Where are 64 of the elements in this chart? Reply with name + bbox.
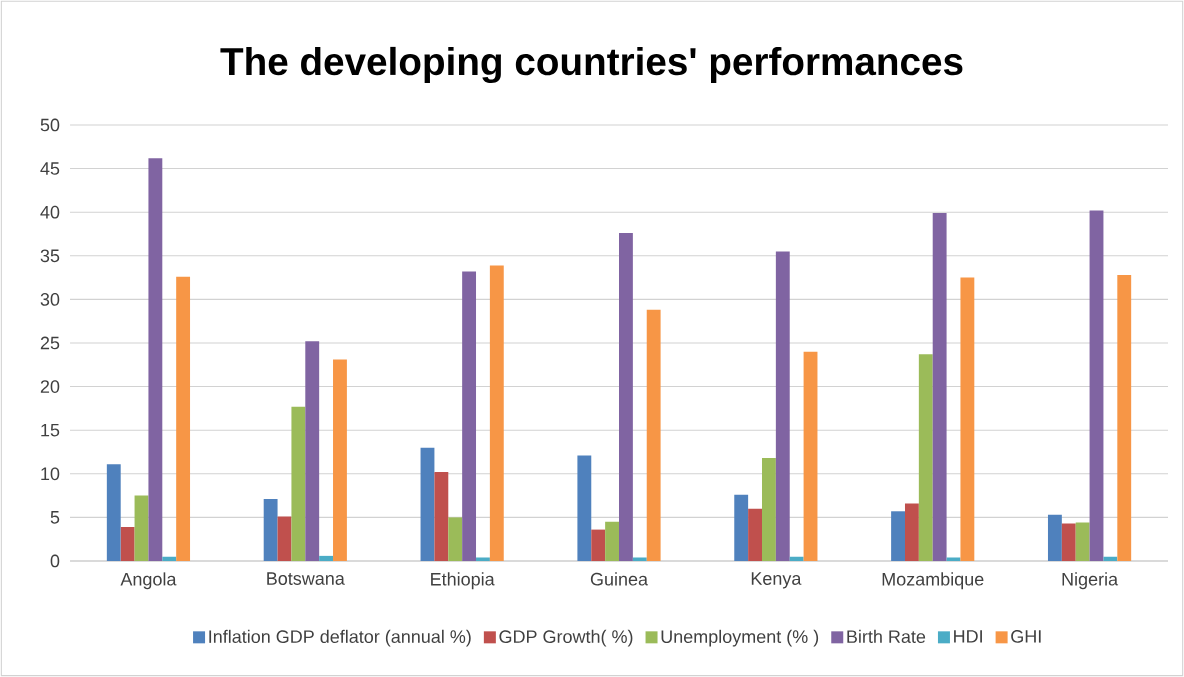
bar <box>734 494 749 561</box>
x-tick-label: Guinea <box>590 572 649 586</box>
y-tick-label: 35 <box>40 249 60 263</box>
bar <box>148 158 163 561</box>
bar <box>775 251 790 561</box>
y-tick-label: 5 <box>50 511 60 524</box>
bar <box>434 472 449 561</box>
y-tick-label: 10 <box>41 467 60 481</box>
bar <box>619 233 633 561</box>
y-tick-label: 0 <box>50 554 60 568</box>
bar <box>333 359 347 561</box>
chart-title: The developing countries' performances <box>220 46 963 84</box>
x-tick-label: Nigeria <box>1062 572 1119 590</box>
y-tick-label: 20 <box>40 380 60 393</box>
bar <box>605 521 620 561</box>
bar <box>891 511 905 561</box>
bar <box>1103 556 1118 561</box>
bar <box>420 447 435 561</box>
bar <box>305 341 320 561</box>
y-tick-label: 40 <box>40 205 60 219</box>
bar <box>106 464 121 561</box>
x-tick-label: Botswana <box>267 572 345 585</box>
bar <box>762 458 776 561</box>
x-tick-label: Angola <box>120 572 177 590</box>
legend-label: GHI <box>1011 630 1041 643</box>
y-tick-label: 15 <box>41 423 60 437</box>
bar <box>1089 210 1104 561</box>
bar <box>748 508 762 561</box>
bar <box>134 495 149 561</box>
bar <box>789 556 804 561</box>
bar <box>462 271 477 561</box>
y-tick-label: 50 <box>40 118 60 132</box>
y-tick-label: 30 <box>40 293 60 306</box>
legend-label: GDP Growth( %) <box>499 629 633 647</box>
bar <box>960 277 975 561</box>
bar <box>646 309 661 561</box>
bar <box>263 499 278 561</box>
bar <box>120 526 135 561</box>
y-tick-label: 45 <box>40 162 60 175</box>
bar <box>577 455 592 561</box>
bar <box>932 213 947 561</box>
bar <box>1061 523 1076 561</box>
y-tick-label: 25 <box>40 336 60 350</box>
x-tick-label: Kenya <box>751 572 802 589</box>
legend-label: Inflation GDP deflator (annual %) <box>209 629 471 647</box>
bar <box>1075 522 1090 561</box>
bar <box>489 265 504 561</box>
bar <box>448 517 463 561</box>
x-tick-label: Mozambique <box>882 572 984 590</box>
bar <box>291 406 306 561</box>
bar <box>904 503 919 561</box>
bar <box>918 354 933 561</box>
bar <box>176 276 191 561</box>
bar <box>277 516 292 561</box>
x-tick-label: Ethiopia <box>431 572 495 590</box>
bar <box>591 529 606 561</box>
legend-label: Birth Rate <box>847 629 926 644</box>
legend-label: Unemployment (% ) <box>661 629 819 647</box>
bar <box>803 351 818 561</box>
bar <box>1047 514 1062 561</box>
legend-label: HDI <box>954 630 982 643</box>
bar <box>319 555 334 561</box>
bar <box>162 556 177 561</box>
bar <box>1117 274 1132 561</box>
